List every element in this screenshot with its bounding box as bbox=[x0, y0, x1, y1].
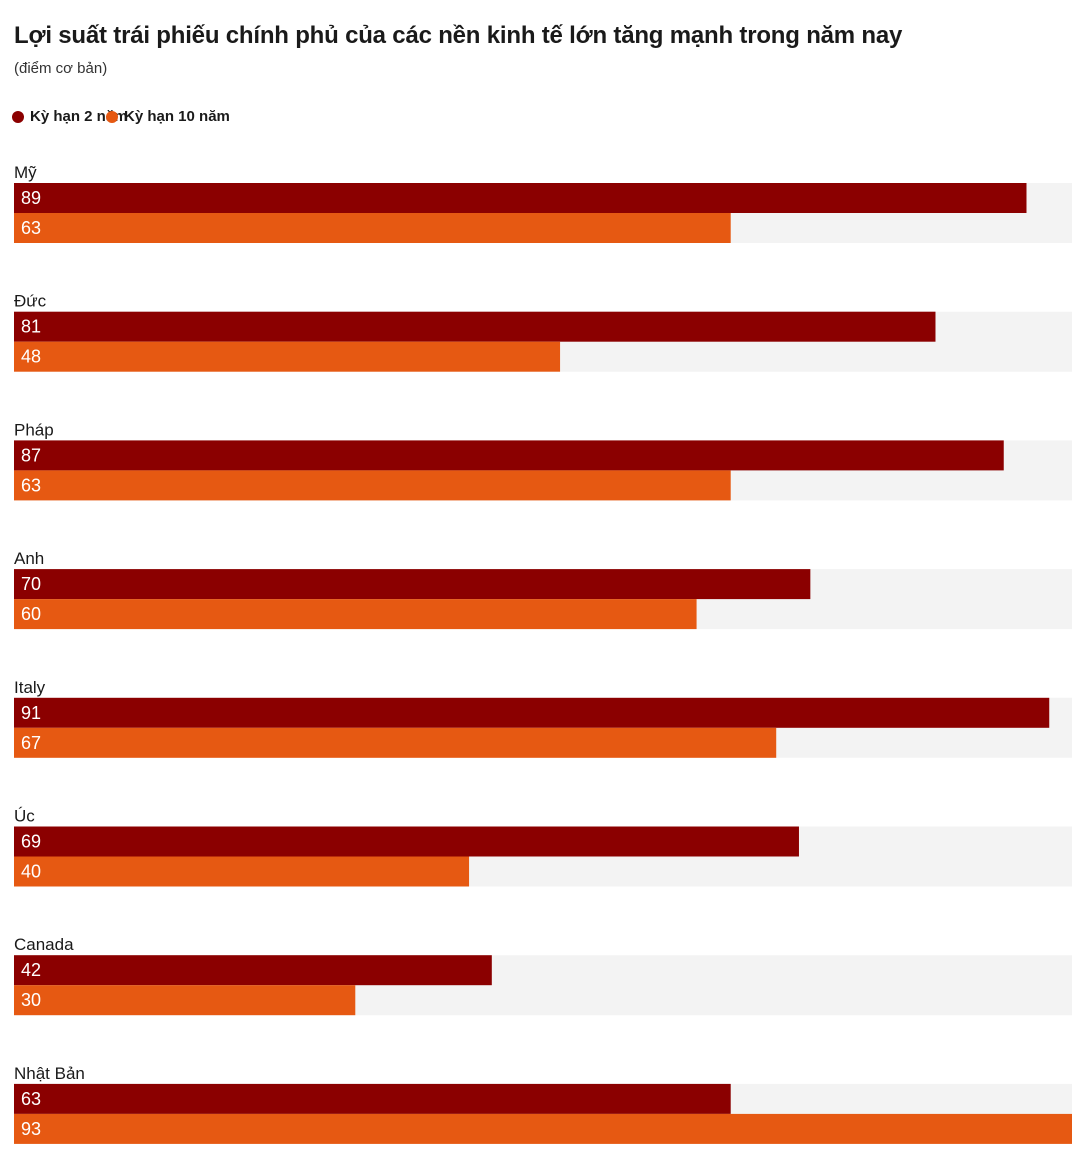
bar-duc-1 bbox=[14, 341, 561, 372]
category-label-nhat-ban: Nhật Bản bbox=[14, 1064, 85, 1083]
legend-dot-10-year bbox=[106, 111, 118, 123]
bar-italy-1 bbox=[14, 727, 777, 758]
bar-value-label-uc-1: 40 bbox=[21, 862, 41, 882]
category-label-canada: Canada bbox=[14, 935, 74, 954]
bar-value-label-canada-0: 42 bbox=[21, 960, 41, 980]
legend-item-2-year: Kỳ hạn 2 năm bbox=[12, 106, 128, 128]
bar-phap-0 bbox=[14, 440, 1004, 471]
chart-subtitle: (điểm cơ bản) bbox=[14, 60, 108, 77]
bar-nhat-ban-1 bbox=[14, 1113, 1072, 1144]
bar-value-label-uc-0: 69 bbox=[21, 832, 41, 852]
bar-value-label-my-0: 89 bbox=[21, 188, 41, 208]
bar-nhat-ban-0 bbox=[14, 1083, 731, 1114]
bar-value-label-canada-1: 30 bbox=[21, 990, 41, 1010]
bar-anh-0 bbox=[14, 569, 811, 600]
bar-value-label-nhat-ban-1: 93 bbox=[21, 1119, 41, 1139]
bar-my-1 bbox=[14, 213, 731, 243]
category-label-uc: Úc bbox=[14, 807, 35, 826]
category-label-anh: Anh bbox=[14, 549, 44, 568]
bar-value-label-phap-1: 63 bbox=[21, 475, 41, 495]
bar-value-label-phap-0: 87 bbox=[21, 445, 41, 465]
bar-value-label-nhat-ban-0: 63 bbox=[21, 1089, 41, 1109]
legend-label-2-year: Kỳ hạn 2 năm bbox=[30, 108, 128, 125]
bar-value-label-anh-1: 60 bbox=[21, 604, 41, 624]
bar-uc-1 bbox=[14, 856, 470, 887]
bar-italy-0 bbox=[14, 697, 1050, 728]
bar-phap-1 bbox=[14, 470, 731, 501]
bar-value-label-duc-1: 48 bbox=[21, 347, 41, 367]
bar-value-label-italy-1: 67 bbox=[21, 733, 41, 753]
bar-canada-0 bbox=[14, 955, 492, 986]
bar-value-label-my-1: 63 bbox=[21, 218, 41, 238]
legend-label-10-year: Kỳ hạn 10 năm bbox=[124, 108, 230, 125]
category-label-phap: Pháp bbox=[14, 420, 54, 439]
bar-value-label-italy-0: 91 bbox=[21, 703, 41, 723]
category-label-italy: Italy bbox=[14, 678, 46, 697]
bar-value-label-duc-0: 81 bbox=[21, 317, 41, 337]
category-label-duc: Đức bbox=[14, 292, 47, 311]
bar-my-0 bbox=[14, 183, 1027, 213]
bar-value-label-anh-0: 70 bbox=[21, 574, 41, 594]
bar-canada-1 bbox=[14, 985, 356, 1016]
legend-dot-2-year bbox=[12, 111, 24, 123]
bar-anh-1 bbox=[14, 599, 697, 630]
chart-title: Lợi suất trái phiếu chính phủ của các nề… bbox=[14, 22, 903, 49]
category-label-my: Mỹ bbox=[14, 163, 37, 182]
bar-uc-0 bbox=[14, 826, 799, 857]
bar-duc-0 bbox=[14, 311, 936, 342]
legend-item-10-year: Kỳ hạn 10 năm bbox=[106, 106, 230, 128]
